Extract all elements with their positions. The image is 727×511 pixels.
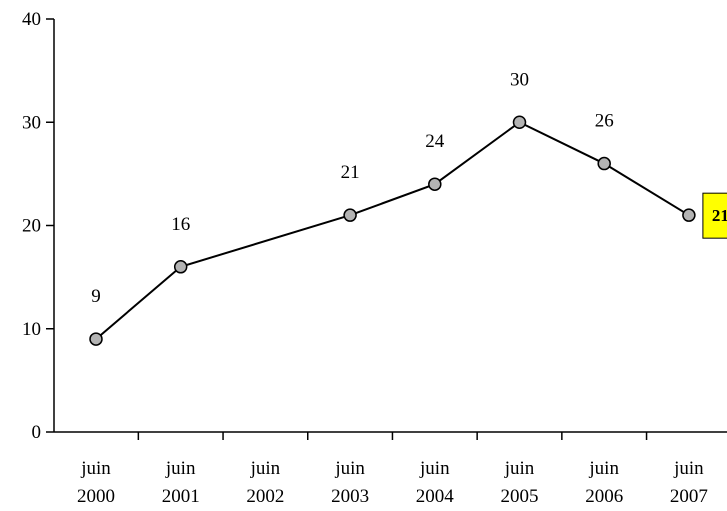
- data-point: [343, 208, 357, 222]
- x-tick-label: juin 2001: [162, 458, 200, 507]
- x-tick-label: juin 2006: [585, 458, 623, 507]
- y-tick-label: 10: [22, 319, 41, 340]
- x-tick-label: juin 2003: [331, 458, 369, 507]
- x-tick-label: juin 2007: [670, 458, 708, 507]
- data-label: 9: [91, 286, 101, 307]
- data-point: [89, 332, 103, 346]
- x-axis-labels: juin 2000 juin 2001 juin 2002 juin 2003 juin 2004…: [77, 458, 708, 507]
- data-label: 21: [341, 162, 360, 183]
- series-line-group: [89, 115, 696, 346]
- y-tick-label: 20: [22, 216, 41, 237]
- x-tick-label: juin 2005: [501, 458, 539, 507]
- data-label: 24: [425, 131, 445, 152]
- y-axis-ticks: 0 10 20 30 40: [22, 9, 648, 443]
- highlight-label-box: [702, 192, 727, 239]
- data-label: 26: [595, 111, 614, 132]
- data-point: [428, 177, 442, 191]
- axes: [53, 19, 727, 433]
- x-tick-label: juin 2002: [246, 458, 284, 507]
- data-label-highlight: 21: [712, 206, 727, 225]
- y-tick-label: 40: [22, 9, 41, 30]
- x-tick-label: juin 2000: [77, 458, 115, 507]
- data-label: 16: [171, 214, 190, 235]
- data-label: 30: [510, 69, 529, 90]
- data-point: [597, 156, 611, 171]
- y-tick-label: 30: [22, 112, 41, 133]
- data-point: [512, 115, 527, 129]
- data-point: [682, 208, 696, 222]
- data-point: [173, 260, 188, 274]
- x-tick-label: juin 2004: [416, 458, 455, 507]
- y-tick-label: 0: [32, 422, 42, 443]
- data-labels: 9 16 21 24 30 26 21: [91, 69, 727, 307]
